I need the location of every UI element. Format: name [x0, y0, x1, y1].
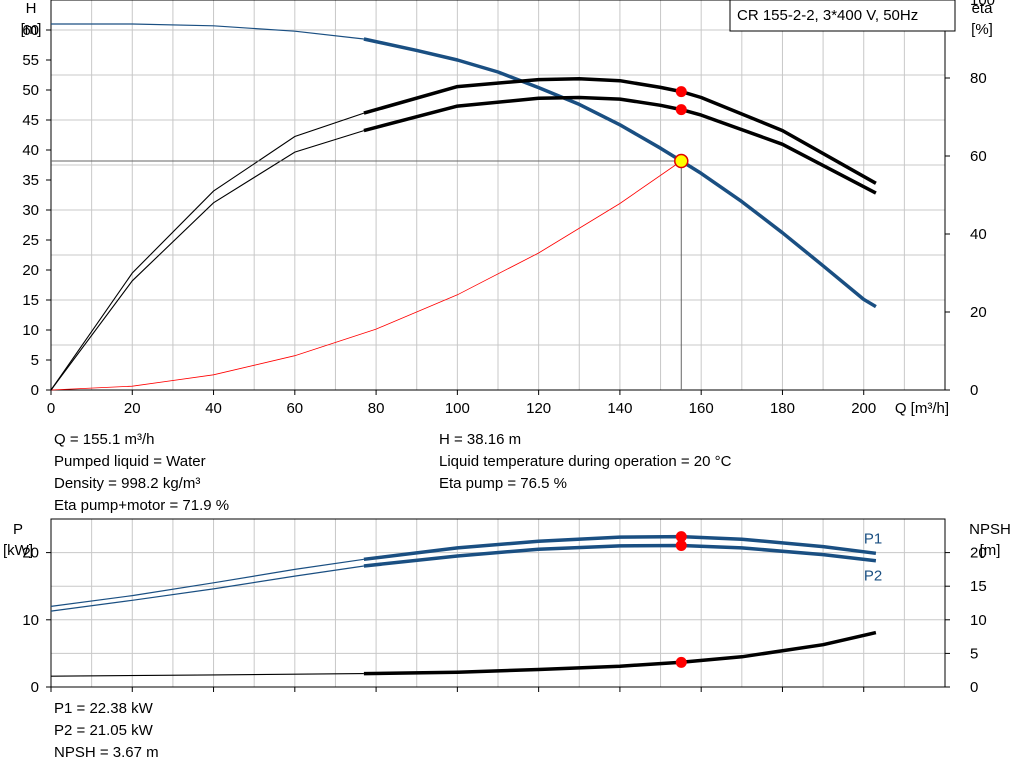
y-left-tick-label: 25 — [22, 232, 39, 249]
head-curve-thin — [51, 23, 364, 40]
series-label-p2: P2 — [864, 568, 882, 585]
duty-point-info-left: Q = 155.1 m³/h Pumped liquid = Water Den… — [54, 429, 229, 517]
y-left-axis-label: [m] — [21, 21, 42, 38]
y-right-tick-label: 0 — [970, 679, 978, 696]
y-right-tick-label: 0 — [970, 382, 978, 399]
y-left-axis-label: [kW] — [3, 542, 33, 559]
y-left-tick-label: 55 — [22, 52, 39, 69]
y-left-tick-label: 45 — [22, 112, 39, 129]
NPSH-curve — [363, 630, 877, 676]
y-left-tick-label: 10 — [22, 612, 39, 629]
x-tick-label: 200 — [851, 400, 876, 417]
y-left-tick-label: 50 — [22, 82, 39, 99]
p2-readout: P2 = 21.05 kW — [54, 722, 153, 739]
y-left-axis-label: H — [26, 0, 37, 17]
y-right-tick-label: 15 — [970, 578, 987, 595]
x-tick-label: 0 — [47, 400, 55, 417]
x-tick-label: 60 — [286, 400, 303, 417]
y-left-tick-label: 0 — [31, 382, 39, 399]
title-box — [729, 0, 956, 32]
y-right-tick-label: 5 — [970, 645, 978, 662]
operating-point-marker — [675, 104, 687, 116]
eta_pump-curve — [363, 77, 877, 185]
operating-point-marker — [675, 540, 687, 552]
y-right-tick-label: 80 — [970, 70, 987, 87]
series-label-p1: P1 — [864, 530, 882, 547]
y-right-axis-label: [m] — [980, 542, 1001, 559]
y-right-axis-label: eta — [972, 0, 994, 17]
system-curve — [50, 160, 682, 391]
x-tick-label: 40 — [205, 400, 222, 417]
y-left-tick-label: 30 — [22, 202, 39, 219]
y-left-axis-label: P — [13, 521, 23, 538]
x-axis-label: Q [m³/h] — [895, 400, 949, 417]
eta_pump_motor-curve-thin — [50, 130, 365, 391]
y-right-tick-label: 10 — [970, 612, 987, 629]
y-left-tick-label: 20 — [22, 545, 39, 562]
y-left-tick-label: 60 — [22, 22, 39, 39]
y-left-tick-label: 40 — [22, 142, 39, 159]
duty-point-marker — [674, 153, 689, 169]
duty-point-info-right: H = 38.16 m Liquid temperature during op… — [439, 429, 731, 495]
eta_pump-curve-thin — [50, 112, 365, 391]
y-left-tick-label: 0 — [31, 679, 39, 696]
x-tick-label: 120 — [526, 400, 551, 417]
plot-frame — [50, 0, 946, 391]
y-right-axis-label: [%] — [971, 21, 993, 38]
P1-curve-thin — [50, 558, 364, 607]
y-right-tick-label: 20 — [970, 304, 987, 321]
head-readout: H = 38.16 m — [439, 431, 522, 448]
density-readout: Density = 998.2 kg/m³ — [54, 475, 201, 492]
y-left-tick-label: 10 — [22, 322, 39, 339]
operating-point-marker — [675, 656, 687, 668]
y-right-tick-label: 40 — [970, 226, 987, 243]
y-left-tick-label: 5 — [31, 352, 39, 369]
p1-readout: P1 = 22.38 kW — [54, 700, 153, 717]
y-right-tick-label: 20 — [970, 545, 987, 562]
title-box-label: CR 155-2-2, 3*400 V, 50Hz — [737, 7, 918, 24]
liquid-temperature-readout: Liquid temperature during operation = 20… — [439, 453, 732, 470]
eta-pump-motor-readout: Eta pump+motor = 71.9 % — [54, 497, 230, 514]
flow-readout: Q = 155.1 m³/h — [54, 431, 155, 448]
x-tick-label: 100 — [445, 400, 470, 417]
eta_pump_motor-curve — [363, 95, 877, 195]
head-curve — [363, 37, 877, 309]
x-tick-label: 20 — [124, 400, 141, 417]
eta-pump-readout: Eta pump = 76.5 % — [439, 475, 567, 492]
y-left-tick-label: 35 — [22, 172, 39, 189]
NPSH-curve-thin — [50, 673, 364, 677]
P2-curve — [363, 543, 877, 568]
x-tick-label: 140 — [607, 400, 632, 417]
P2-curve-thin — [50, 565, 364, 612]
x-tick-label: 180 — [770, 400, 795, 417]
operating-point-marker — [675, 531, 687, 543]
x-tick-label: 80 — [368, 400, 385, 417]
y-left-tick-label: 20 — [22, 262, 39, 279]
P1-curve — [363, 534, 877, 562]
y-left-tick-label: 15 — [22, 292, 39, 309]
operating-point-marker — [675, 86, 687, 98]
x-tick-label: 160 — [689, 400, 714, 417]
y-right-axis-label: NPSH — [969, 521, 1011, 538]
npsh-readout: NPSH = 3.67 m — [54, 744, 159, 761]
pumped-liquid-readout: Pumped liquid = Water — [54, 453, 206, 470]
y-right-tick-label: 60 — [970, 148, 987, 165]
power-npsh-info: P1 = 22.38 kW P2 = 21.05 kW NPSH = 3.67 … — [54, 698, 159, 764]
plot-frame — [50, 518, 946, 688]
y-right-tick-label: 100 — [970, 0, 995, 9]
